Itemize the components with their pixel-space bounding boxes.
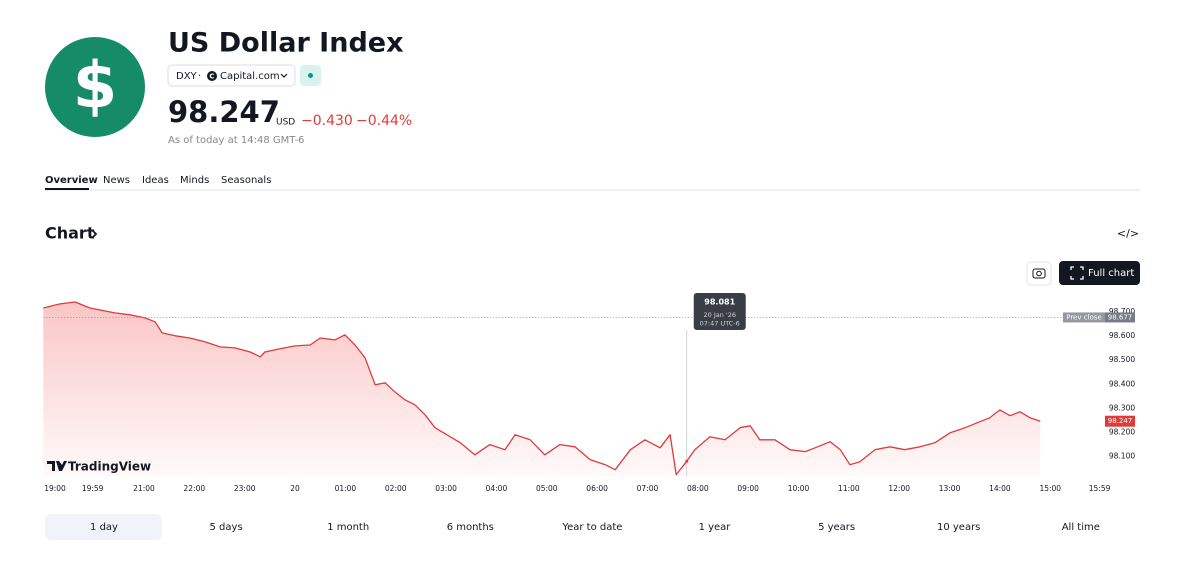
source-icon bbox=[207, 71, 217, 81]
range-button[interactable]: Year to date bbox=[561, 522, 622, 533]
x-tick-label: 05:00 bbox=[536, 484, 558, 493]
source-icon-letter: C bbox=[209, 73, 214, 81]
x-tick-label: 04:00 bbox=[486, 484, 508, 493]
tab-underline bbox=[45, 188, 89, 190]
x-tick-label: 14:00 bbox=[989, 484, 1011, 493]
tooltip-point bbox=[685, 459, 689, 463]
y-tick-label: 98.300 bbox=[1109, 403, 1135, 412]
section-arrow bbox=[91, 229, 98, 239]
separator: · bbox=[198, 71, 201, 82]
x-tick-label: 13:00 bbox=[939, 484, 961, 493]
x-tick-label: 07:00 bbox=[637, 484, 659, 493]
prev-close-label: Prev close bbox=[1066, 313, 1102, 321]
x-tick-label: 23:00 bbox=[234, 484, 256, 493]
title: US Dollar Index bbox=[168, 28, 404, 59]
price-line bbox=[43, 301, 1041, 476]
symbol-pill[interactable] bbox=[167, 64, 296, 87]
prev-close-tag bbox=[1063, 312, 1105, 323]
brand: TradingView bbox=[68, 460, 151, 474]
x-tick-label: 06:00 bbox=[586, 484, 608, 493]
status-dot bbox=[308, 73, 313, 78]
dropdown-caret bbox=[280, 73, 288, 78]
source: Capital.com bbox=[220, 71, 280, 82]
currency: USD bbox=[276, 118, 295, 128]
change-percent: −0.44% bbox=[356, 113, 412, 129]
range-button[interactable]: 5 days bbox=[210, 522, 243, 533]
x-tick-label: 15:00 bbox=[1039, 484, 1061, 493]
camera-lens bbox=[1036, 270, 1042, 277]
change: −0.430 bbox=[301, 113, 353, 129]
logo bbox=[45, 37, 145, 137]
brand-logo bbox=[47, 461, 67, 471]
snapshot-button[interactable] bbox=[1026, 261, 1052, 286]
camera-icon bbox=[1032, 268, 1046, 279]
range-button[interactable]: All time bbox=[1062, 522, 1100, 533]
x-tick-label: 01:00 bbox=[335, 484, 357, 493]
symbol: DXY bbox=[176, 71, 198, 82]
x-tick-label: 21:00 bbox=[133, 484, 155, 493]
tab[interactable]: Ideas bbox=[142, 175, 169, 186]
x-tick-label: 08:00 bbox=[687, 484, 709, 493]
y-tick-label: 98.500 bbox=[1109, 355, 1135, 364]
tab[interactable]: Overview bbox=[45, 175, 98, 186]
tooltip-time: 07:47 UTC-6 bbox=[700, 320, 740, 328]
x-tick-label: 03:00 bbox=[435, 484, 457, 493]
range-button[interactable]: 10 years bbox=[937, 522, 980, 533]
embed-icon[interactable]: </> bbox=[1117, 227, 1139, 240]
x-tick-label: 19:59 bbox=[82, 484, 104, 493]
tooltip-date: 20 Jan '26 bbox=[704, 311, 736, 319]
x-tick-label: 10:00 bbox=[788, 484, 810, 493]
x-tick-label: 15:59 bbox=[1089, 484, 1111, 493]
last-value: 98.247 bbox=[1108, 417, 1133, 425]
logo-symbol: $ bbox=[73, 50, 118, 124]
full-chart-button[interactable] bbox=[1059, 261, 1140, 285]
section-title[interactable]: Chart bbox=[45, 224, 95, 243]
last-value-tag bbox=[1105, 415, 1135, 427]
prev-close-value: 98.677 bbox=[1108, 313, 1133, 321]
x-tick-label: 11:00 bbox=[838, 484, 860, 493]
prev-close-value-tag bbox=[1105, 312, 1135, 323]
range-button[interactable]: 1 day bbox=[90, 522, 118, 533]
x-tick-label: 02:00 bbox=[385, 484, 407, 493]
tab[interactable]: News bbox=[103, 175, 130, 186]
full-chart-label: Full chart bbox=[1088, 268, 1134, 279]
tab-bar: Overview News Ideas Minds Seasonals bbox=[45, 175, 271, 186]
y-tick-label: 98.400 bbox=[1109, 379, 1135, 388]
tooltip-value: 98.081 bbox=[704, 298, 735, 307]
y-tick-label: 98.100 bbox=[1109, 452, 1135, 461]
chart: 98.100 98.200 98.300 98.400 98.500 98.600 98.7… bbox=[43, 293, 1135, 493]
range-selected-bg bbox=[45, 514, 162, 540]
range-button[interactable]: 6 months bbox=[447, 522, 494, 533]
fullscreen-icon bbox=[1070, 266, 1084, 280]
area bbox=[43, 302, 1041, 476]
x-tick-label: 20 bbox=[290, 484, 300, 493]
range-button[interactable]: 1 month bbox=[327, 522, 369, 533]
tab[interactable]: Seasonals bbox=[221, 175, 271, 186]
x-tick-label: 12:00 bbox=[888, 484, 910, 493]
x-tick-label: 22:00 bbox=[184, 484, 206, 493]
price: 98.247 bbox=[168, 95, 280, 129]
y-tick-label: 98.700 bbox=[1109, 307, 1135, 316]
y-tick-label: 98.600 bbox=[1109, 331, 1135, 340]
range-button[interactable]: 5 years bbox=[818, 522, 855, 533]
as-of: As of today at 14:48 GMT-6 bbox=[168, 135, 304, 146]
tab[interactable]: Minds bbox=[180, 175, 209, 186]
range-button[interactable]: 1 year bbox=[699, 522, 732, 533]
x-tick-label: 09:00 bbox=[737, 484, 759, 493]
tooltip-box bbox=[693, 293, 746, 330]
range-bar: 1 day 5 days 1 month 6 months Year to date 1 … bbox=[45, 514, 1100, 540]
y-tick-label: 98.200 bbox=[1109, 428, 1135, 437]
x-tick-label: 19:00 bbox=[44, 484, 66, 493]
